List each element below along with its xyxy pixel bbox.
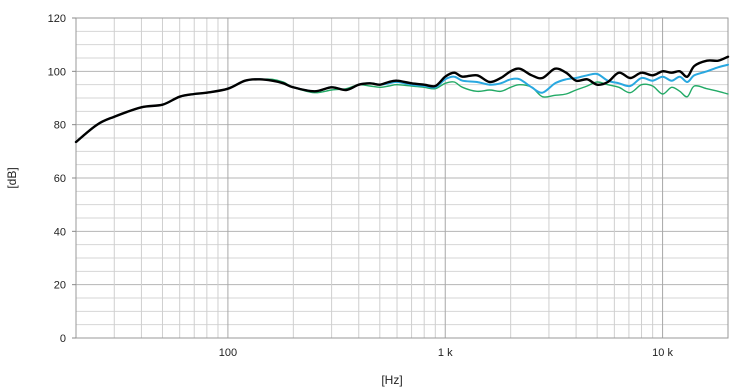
y-tick-label: 100	[48, 66, 66, 78]
series-line-green	[75, 78, 729, 143]
y-tick-label: 60	[54, 173, 66, 185]
series-line-blue	[75, 63, 729, 143]
y-tick-label: 0	[60, 333, 66, 345]
x-tick-label: 1 k	[438, 347, 453, 359]
x-tick-label: 10 k	[652, 347, 673, 359]
x-axis-label: [Hz]	[381, 373, 402, 387]
y-tick-label: 20	[54, 280, 66, 292]
y-tick-label: 80	[54, 120, 66, 132]
chart-series	[74, 55, 730, 144]
y-tick-label: 40	[54, 226, 66, 238]
x-axis-tick-labels: 100 1 k 10 k	[219, 347, 674, 359]
x-tick-label: 100	[219, 347, 237, 359]
y-axis-tick-labels: 0 20 40 60 80 100 120	[48, 13, 76, 345]
y-tick-label: 120	[48, 13, 66, 25]
series-line-black	[74, 55, 730, 144]
chart-grid	[75, 17, 729, 339]
y-axis-label: [dB]	[5, 167, 19, 188]
